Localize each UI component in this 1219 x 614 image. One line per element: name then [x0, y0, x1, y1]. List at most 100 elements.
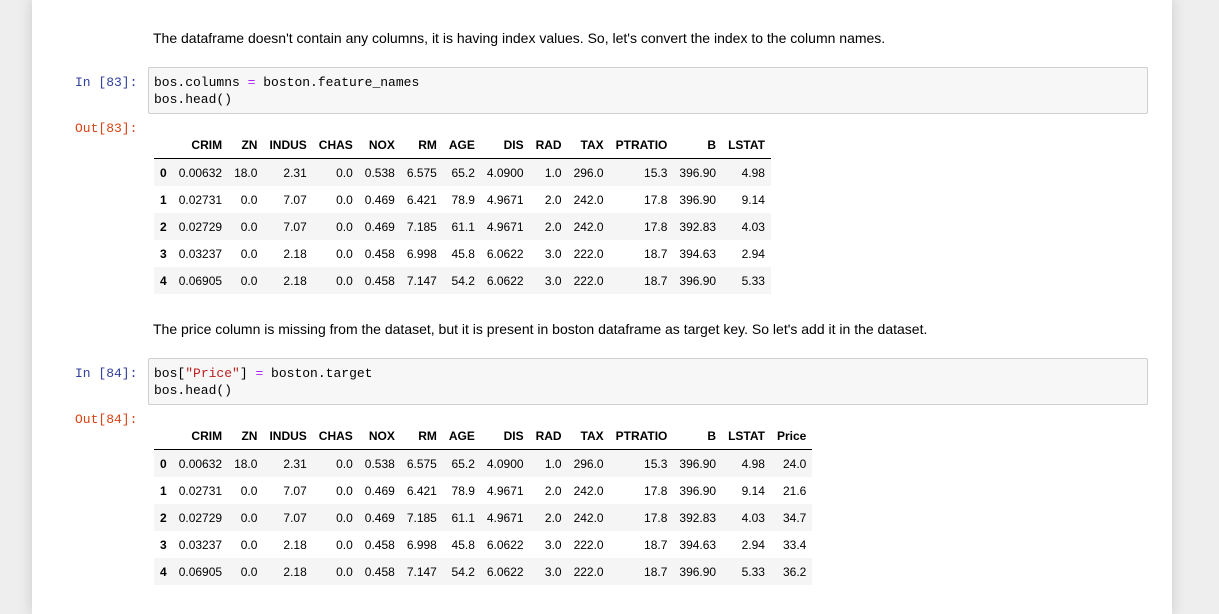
table-cell: 7.07: [283, 219, 307, 234]
code-cell-83[interactable]: bos.columns = boston.feature_names bos.h…: [148, 67, 1148, 114]
table-cell: 7.147: [406, 273, 437, 288]
table-cell: 0.00632: [178, 456, 223, 471]
table-cell: 0.02729: [178, 219, 223, 234]
table-cell: 3.0: [544, 564, 562, 579]
table-cell: 17.8: [644, 510, 668, 525]
table-cell: 0.03237: [178, 537, 223, 552]
table-cell: 78.9: [451, 192, 475, 207]
table-row: 0 0.00632 18.0 2.31 0.0 0.538 6.575 65.2 4.0900 1…: [154, 449, 813, 477]
table-cell: 2.0: [544, 219, 562, 234]
table-cell: 1.0: [544, 456, 562, 471]
table-cell: 7.07: [283, 483, 307, 498]
table-cell: 2.0: [544, 483, 562, 498]
column-header: CHAS: [312, 423, 359, 450]
table-cell: 0.03237: [178, 246, 223, 261]
table-cell: 4.0900: [486, 165, 524, 180]
code-line: bos["Price"] = boston.target: [154, 366, 373, 381]
table-cell: 0.0: [336, 564, 353, 579]
table-cell: 0.0: [240, 510, 258, 525]
table-cell: 45.8: [451, 537, 475, 552]
output-prompt-83: Out[83]:: [75, 121, 138, 136]
table-cell: 296.0: [573, 456, 604, 471]
table-cell: 396.90: [679, 273, 717, 288]
table-cell: 6.0622: [486, 537, 524, 552]
table-cell: 222.0: [573, 537, 604, 552]
table-cell: 6.998: [406, 246, 437, 261]
row-index: 1: [160, 192, 167, 207]
column-header: CRIM: [172, 423, 229, 450]
table-row: 0 0.00632 18.0 2.31 0.0 0.538 6.575 65.2 4.0900 1…: [154, 158, 771, 186]
column-header: ZN: [228, 423, 264, 450]
column-header: NOX: [358, 132, 401, 159]
table-cell: 6.0622: [486, 564, 524, 579]
table-header-row: CRIM ZN INDUS CHAS NOX RM AGE DIS RAD TAX PTRATIO B…: [154, 132, 771, 159]
table-cell: 0.538: [364, 456, 395, 471]
table-cell: 0.0: [240, 273, 258, 288]
table-cell: 396.90: [679, 483, 717, 498]
code-cell-84[interactable]: bos["Price"] = boston.target bos.head(): [148, 358, 1148, 405]
table-cell: 222.0: [573, 564, 604, 579]
code-line: bos.head(): [154, 91, 233, 107]
table-cell: 0.469: [364, 510, 395, 525]
table-cell: 4.98: [741, 165, 765, 180]
table-cell: 396.90: [679, 456, 717, 471]
table-cell: 6.575: [406, 456, 437, 471]
table-cell: 36.2: [782, 564, 807, 579]
table-cell: 2.18: [283, 537, 307, 552]
column-header: CHAS: [312, 132, 359, 159]
table-cell: 9.14: [741, 483, 765, 498]
table-cell: 4.03: [741, 510, 765, 525]
table-cell: 3.0: [544, 273, 562, 288]
table-cell: 6.0622: [486, 273, 524, 288]
table-cell: 6.0622: [486, 246, 524, 261]
table-cell: 4.03: [741, 219, 765, 234]
table-cell: 0.458: [364, 537, 395, 552]
table-cell: 242.0: [573, 483, 604, 498]
table-cell: 396.90: [679, 165, 717, 180]
table-cell: 6.421: [406, 192, 437, 207]
column-header: [154, 132, 173, 159]
dataframe-table-1: CRIM ZN INDUS CHAS NOX RM AGE DIS RAD TAX PTRATIO B…: [154, 132, 771, 294]
table-cell: 222.0: [573, 246, 604, 261]
table-cell: 0.458: [364, 564, 395, 579]
table-cell: 0.538: [364, 165, 395, 180]
table-cell: 0.0: [240, 564, 258, 579]
column-header: RM: [400, 132, 443, 159]
table-cell: 61.1: [451, 219, 475, 234]
table-cell: 394.63: [679, 537, 717, 552]
table-cell: 0.02729: [178, 510, 223, 525]
table-cell: 7.07: [283, 192, 307, 207]
markdown-cell-2[interactable]: The price column is missing from the dat…: [153, 321, 928, 337]
table-cell: 2.94: [741, 246, 765, 261]
column-header: DIS: [480, 423, 530, 450]
table-cell: 6.998: [406, 537, 437, 552]
row-index: 4: [160, 273, 167, 288]
table-row: 1 0.02731 0.0 7.07 0.0 0.469 6.421 78.9 4.9671 2.…: [154, 186, 771, 213]
table-cell: 0.0: [240, 246, 258, 261]
column-header: RAD: [529, 423, 568, 450]
table-cell: 24.0: [782, 456, 807, 471]
table-cell: 7.185: [406, 219, 437, 234]
table-row: 3 0.03237 0.0 2.18 0.0 0.458 6.998 45.8 6.0622 3.…: [154, 531, 812, 558]
table-cell: 0.0: [336, 483, 353, 498]
table-cell: 242.0: [573, 510, 604, 525]
column-header: TAX: [567, 423, 610, 450]
column-header: INDUS: [263, 132, 313, 159]
table-cell: 18.7: [644, 273, 668, 288]
table-cell: 3.0: [544, 246, 562, 261]
table-cell: 5.33: [741, 273, 765, 288]
table-cell: 5.33: [741, 564, 765, 579]
table-cell: 65.2: [451, 165, 475, 180]
table-cell: 61.1: [451, 510, 475, 525]
table-cell: 18.0: [234, 165, 258, 180]
column-header: B: [673, 132, 723, 159]
table-cell: 0.0: [336, 192, 353, 207]
table-cell: 18.7: [644, 564, 668, 579]
table-cell: 15.3: [644, 165, 668, 180]
markdown-cell-1[interactable]: The dataframe doesn't contain any column…: [153, 30, 886, 46]
table-cell: 4.9671: [486, 219, 524, 234]
table-cell: 392.83: [679, 219, 717, 234]
table-cell: 54.2: [451, 273, 475, 288]
table-cell: 0.0: [336, 246, 353, 261]
code-line: bos.columns = boston.feature_names: [154, 75, 420, 90]
